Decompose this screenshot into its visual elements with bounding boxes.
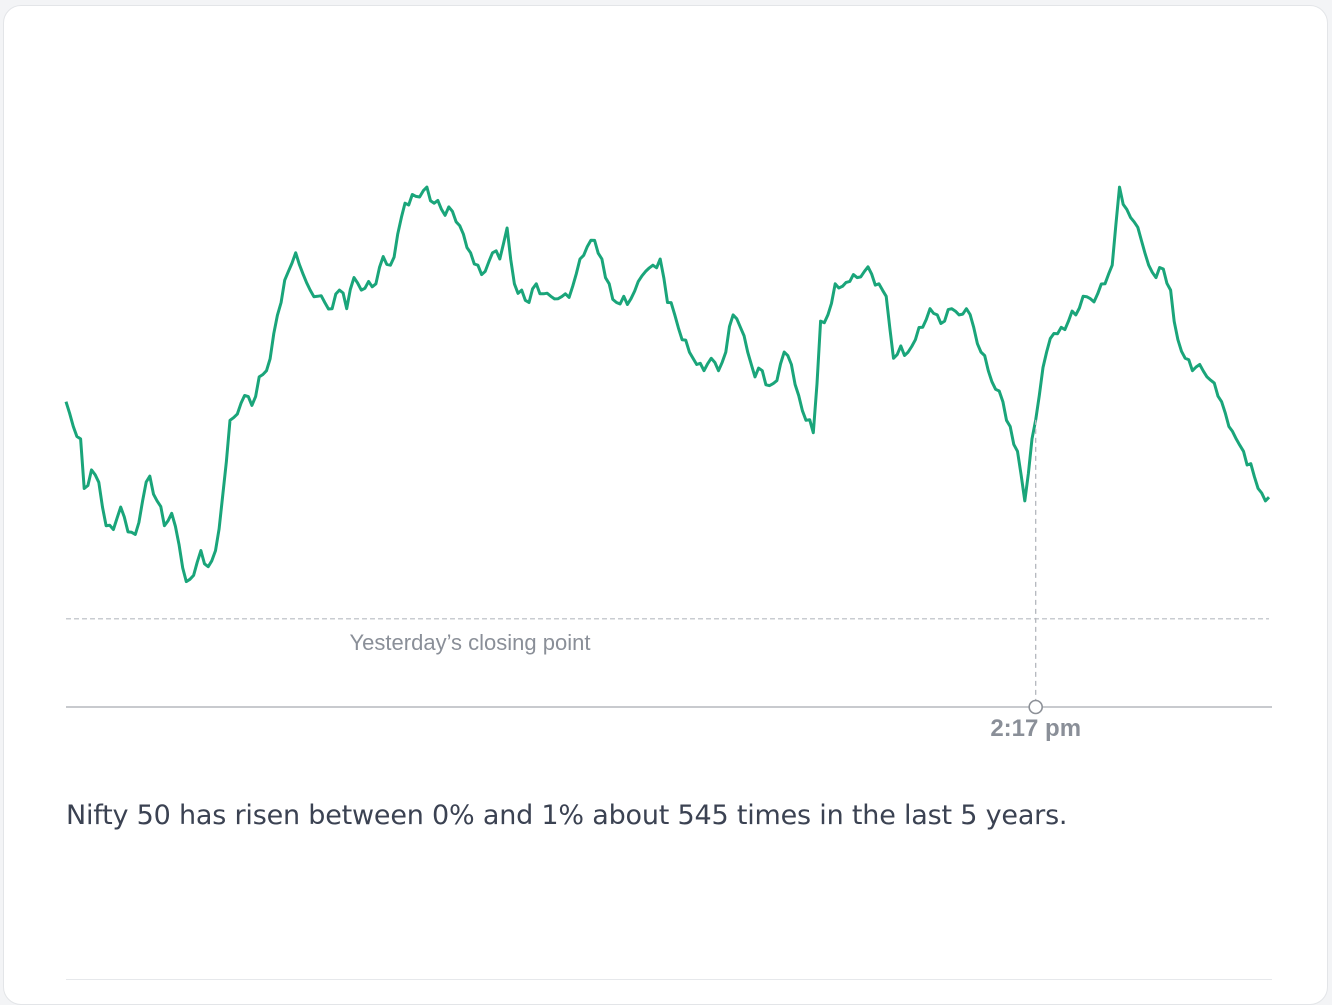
reference-line-label: Yesterday’s closing point (350, 630, 591, 655)
chart-card: Yesterday’s closing point 2:17 pm Nifty … (3, 5, 1328, 1005)
time-axis-label: 2:17 pm (990, 715, 1081, 742)
series-line (64, 185, 1271, 584)
time-scrubber-handle[interactable] (1028, 699, 1043, 715)
chart-caption: Nifty 50 has risen between 0% and 1% abo… (66, 800, 1068, 831)
intraday-chart[interactable]: Yesterday’s closing point 2:17 pm (4, 6, 1329, 786)
